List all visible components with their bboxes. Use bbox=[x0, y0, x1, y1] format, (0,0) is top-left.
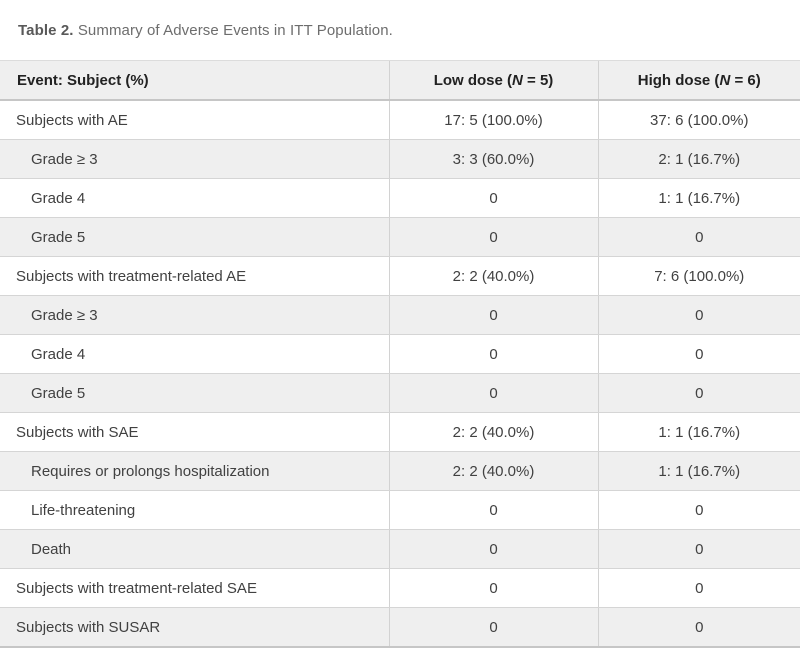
event-label: Requires or prolongs hospitalization bbox=[0, 451, 389, 491]
event-label: Death bbox=[0, 529, 389, 569]
adverse-events-table: Event: Subject (%) Low dose (N = 5) High… bbox=[0, 60, 800, 648]
event-label: Grade 4 bbox=[0, 178, 389, 218]
event-label: Grade 4 bbox=[0, 334, 389, 374]
event-label: Grade ≥ 3 bbox=[0, 295, 389, 335]
high-dose-value: 0 bbox=[597, 490, 800, 530]
table-header: Event: Subject (%) Low dose (N = 5) High… bbox=[0, 60, 800, 101]
low-dose-value: 0 bbox=[388, 178, 598, 218]
table-row: Life-threatening 0 0 bbox=[0, 490, 800, 530]
high-dose-value: 1: 1 (16.7%) bbox=[597, 412, 800, 452]
low-dose-value: 0 bbox=[388, 529, 598, 569]
high-dose-value: 2: 1 (16.7%) bbox=[597, 139, 800, 179]
header-high-dose-n: N bbox=[719, 71, 731, 89]
header-low-dose-n: N bbox=[512, 71, 523, 89]
low-dose-value: 2: 2 (40.0%) bbox=[388, 451, 598, 491]
table-body: Subjects with AE 17: 5 (100.0%) 37: 6 (100… bbox=[0, 100, 800, 648]
table-row: Subjects with treatment-related SAE 0 0 bbox=[0, 568, 800, 608]
high-dose-value: 37: 6 (100.0%) bbox=[597, 100, 800, 140]
high-dose-value: 0 bbox=[597, 295, 800, 335]
event-label: Grade 5 bbox=[0, 373, 389, 413]
high-dose-value: 0 bbox=[597, 217, 800, 257]
low-dose-value: 17: 5 (100.0%) bbox=[388, 100, 598, 140]
header-high-dose-text: High dose ( bbox=[637, 71, 720, 89]
low-dose-value: 2: 2 (40.0%) bbox=[388, 412, 598, 452]
table-row: Subjects with SUSAR 0 0 bbox=[0, 607, 800, 648]
event-label: Subjects with treatment-related SAE bbox=[0, 568, 389, 608]
high-dose-value: 7: 6 (100.0%) bbox=[597, 256, 800, 296]
high-dose-value: 1: 1 (16.7%) bbox=[597, 178, 800, 218]
header-row: Event: Subject (%) Low dose (N = 5) High… bbox=[0, 60, 800, 101]
low-dose-value: 2: 2 (40.0%) bbox=[388, 256, 598, 296]
header-low-dose: Low dose (N = 5) bbox=[388, 60, 598, 101]
header-low-dose-count: = 5) bbox=[522, 71, 554, 89]
low-dose-value: 0 bbox=[388, 490, 598, 530]
high-dose-value: 0 bbox=[597, 529, 800, 569]
table-row: Death 0 0 bbox=[0, 529, 800, 569]
table-row: Grade 4 0 1: 1 (16.7%) bbox=[0, 178, 800, 218]
low-dose-value: 0 bbox=[388, 217, 598, 257]
high-dose-value: 0 bbox=[597, 373, 800, 413]
low-dose-value: 0 bbox=[388, 568, 598, 608]
event-label: Grade 5 bbox=[0, 217, 389, 257]
event-label: Subjects with AE bbox=[0, 100, 389, 140]
low-dose-value: 0 bbox=[388, 334, 598, 374]
header-high-dose: High dose (N = 6) bbox=[597, 60, 800, 101]
low-dose-value: 3: 3 (60.0%) bbox=[388, 139, 598, 179]
low-dose-value: 0 bbox=[388, 607, 598, 648]
event-label: Life-threatening bbox=[0, 490, 389, 530]
low-dose-value: 0 bbox=[388, 295, 598, 335]
event-label: Subjects with SAE bbox=[0, 412, 389, 452]
high-dose-value: 0 bbox=[597, 568, 800, 608]
table-caption: Table 2. Summary of Adverse Events in IT… bbox=[0, 0, 805, 39]
table-caption-text: Summary of Adverse Events in ITT Populat… bbox=[73, 22, 393, 39]
event-label: Subjects with SUSAR bbox=[0, 607, 389, 648]
high-dose-value: 0 bbox=[597, 607, 800, 648]
table-row: Subjects with SAE 2: 2 (40.0%) 1: 1 (16.7%… bbox=[0, 412, 800, 452]
event-label: Grade ≥ 3 bbox=[0, 139, 389, 179]
table-number: Table 2. bbox=[18, 22, 74, 39]
high-dose-value: 0 bbox=[597, 334, 800, 374]
low-dose-value: 0 bbox=[388, 373, 598, 413]
table-row: Subjects with treatment-related AE 2: 2 (… bbox=[0, 256, 800, 296]
high-dose-value: 1: 1 (16.7%) bbox=[597, 451, 800, 491]
event-label: Subjects with treatment-related AE bbox=[0, 256, 389, 296]
table-row: Subjects with AE 17: 5 (100.0%) 37: 6 (100… bbox=[0, 100, 800, 140]
header-high-dose-count: = 6) bbox=[730, 71, 761, 89]
header-low-dose-text: Low dose ( bbox=[433, 71, 513, 89]
table-row: Requires or prolongs hospitalization 2: 2… bbox=[0, 451, 800, 491]
table-row: Grade ≥ 3 3: 3 (60.0%) 2: 1 (16.7%) bbox=[0, 139, 800, 179]
header-event-subject: Event: Subject (%) bbox=[0, 60, 389, 101]
